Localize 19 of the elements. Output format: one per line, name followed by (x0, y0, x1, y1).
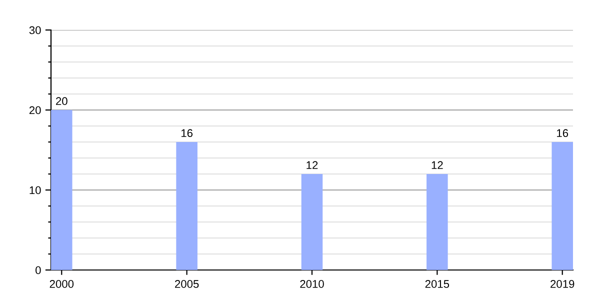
y-tick-label: 0 (36, 266, 41, 274)
bar (176, 142, 198, 270)
y-tick-label: 30 (29, 26, 41, 34)
y-tick-label: 20 (29, 106, 41, 114)
bar (426, 174, 448, 270)
bar (301, 174, 323, 270)
x-tick-label: 2005 (175, 280, 199, 288)
data-label: 16 (557, 129, 568, 138)
bar (51, 110, 72, 270)
data-label: 20 (56, 97, 68, 106)
x-tick-label: 2019 (550, 280, 574, 288)
data-label: 12 (432, 161, 443, 169)
x-tick-label: 2000 (50, 280, 74, 288)
data-label: 16 (181, 129, 193, 138)
y-tick-label: 10 (30, 186, 41, 194)
x-tick-label: 2010 (300, 280, 324, 288)
data-label: 12 (306, 161, 318, 169)
x-tick-label: 2015 (425, 280, 450, 288)
bar (552, 142, 573, 270)
